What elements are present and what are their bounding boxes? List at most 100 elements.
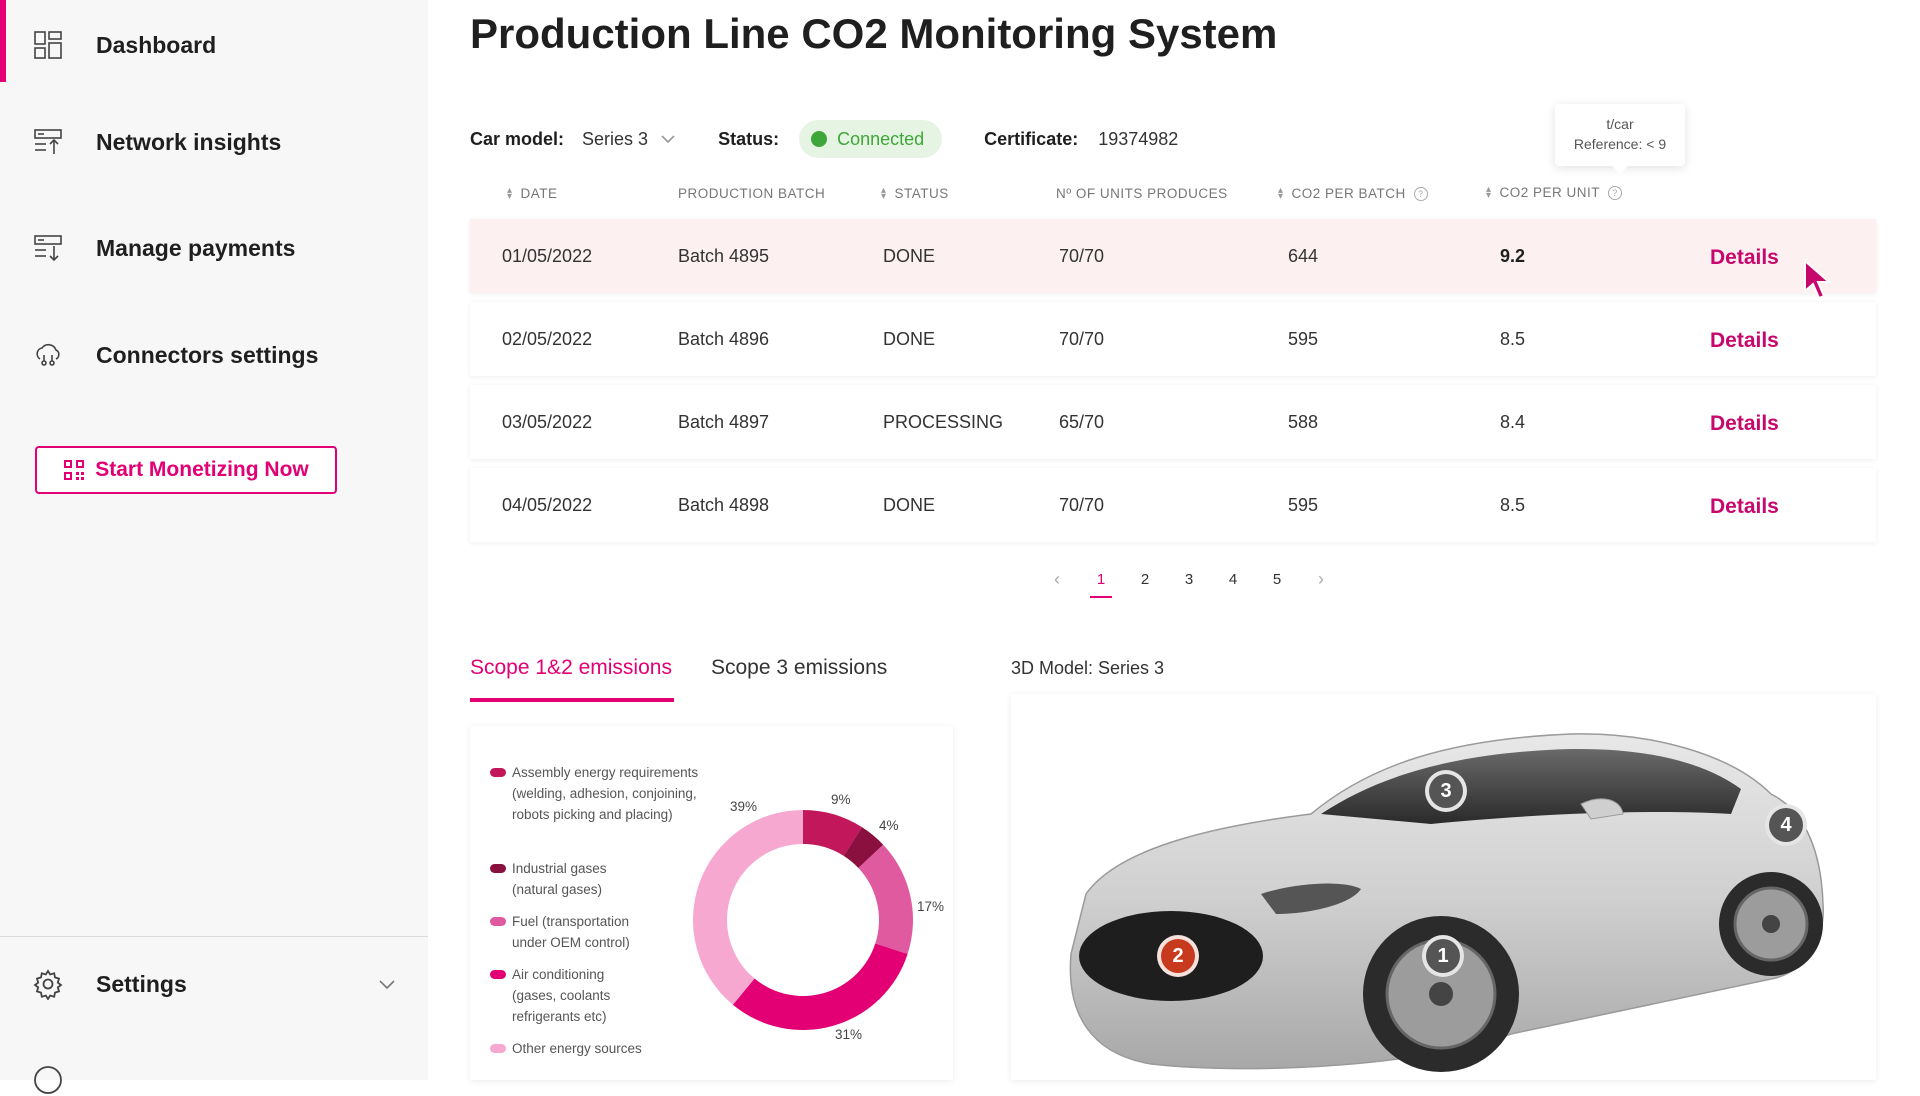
status-value: Connected [837, 128, 925, 149]
sidebar: Dashboard Network insights Manage paymen… [0, 0, 428, 1094]
details-link[interactable]: Details [1710, 246, 1779, 269]
column-header-co2-unit[interactable]: ▴ ▾ CO2 PER UNIT? [1486, 183, 1623, 201]
car-marker-2[interactable]: 2 [1157, 935, 1199, 977]
certificate-label: Certificate: [984, 128, 1079, 149]
sidebar-divider [0, 936, 428, 937]
mouse-cursor-icon [1804, 258, 1832, 300]
info-icon[interactable]: ? [1608, 185, 1623, 200]
page-4[interactable]: 4 [1228, 570, 1238, 588]
cell-batch: Batch 4896 [678, 328, 770, 349]
cell-status: PROCESSING [883, 411, 1004, 432]
tab-scope-1-2[interactable]: Scope 1&2 emissions [470, 656, 672, 679]
column-header-label: Nº OF UNITS PRODUCES [1056, 186, 1228, 201]
sidebar-item-label: Manage payments [96, 234, 296, 261]
help-icon[interactable] [32, 1064, 64, 1096]
column-header-label: PRODUCTION BATCH [678, 186, 826, 201]
sidebar-item-label: Dashboard [96, 31, 217, 58]
chevron-down-icon[interactable] [378, 978, 396, 990]
donut-segment-4 [693, 810, 803, 1005]
active-nav-indicator [0, 0, 6, 82]
donut-segment-1 [843, 827, 884, 868]
payments-icon [34, 235, 62, 262]
details-link[interactable]: Details [1710, 329, 1779, 352]
tooltip-unit: t/car [1606, 116, 1634, 132]
next-page-icon[interactable]: › [1318, 568, 1324, 589]
cell-co2-batch: 595 [1288, 328, 1319, 349]
column-header-label: DATE [520, 186, 558, 201]
legend-swatch [490, 768, 506, 777]
cell-units: 70/70 [1059, 328, 1105, 349]
details-link[interactable]: Details [1710, 412, 1779, 435]
legend-label: Fuel (transportation under OEM control) [512, 914, 630, 950]
co2-unit-tooltip: t/car Reference: < 9 [1555, 104, 1685, 174]
column-header-batch: PRODUCTION BATCH [678, 186, 825, 201]
start-monetizing-button[interactable]: Start Monetizing Now [35, 446, 337, 494]
dashboard-icon [34, 31, 62, 59]
page-2[interactable]: 2 [1140, 570, 1150, 588]
page-1[interactable]: 1 [1079, 571, 1123, 598]
column-header-status[interactable]: ▴ ▾ STATUS [881, 184, 949, 202]
legend-item: Fuel (transportation under OEM control) [490, 911, 660, 953]
cell-date: 02/05/2022 [502, 328, 593, 349]
pct-label-assembly: 9% [831, 792, 851, 807]
sidebar-item-settings[interactable]: Settings [0, 939, 428, 1029]
model-title: 3D Model: Series 3 [1011, 658, 1165, 678]
cell-batch: Batch 4898 [678, 494, 770, 515]
cell-co2-batch: 588 [1288, 411, 1319, 432]
sort-icon: ▴ ▾ [881, 184, 887, 202]
pct-label-air-conditioning: 31% [835, 1027, 863, 1042]
pct-label-other: 39% [730, 799, 758, 814]
sidebar-item-manage-payments[interactable]: Manage payments [0, 203, 428, 293]
donut-segment-2 [858, 844, 913, 954]
car-model-select[interactable]: Series 3 [582, 129, 676, 150]
table-row[interactable]: 04/05/2022 Batch 4898 DONE 70/70 595 8.5… [470, 468, 1876, 542]
car-marker-1[interactable]: 1 [1422, 935, 1464, 977]
tooltip-reference: Reference: < 9 [1573, 136, 1667, 152]
donut-segment-0 [803, 810, 862, 856]
donut-segment-3 [732, 943, 908, 1030]
sidebar-item-dashboard[interactable]: Dashboard [0, 0, 428, 90]
status-dot-icon [811, 131, 828, 147]
prev-page-icon[interactable]: ‹ [1054, 568, 1060, 589]
column-header-date[interactable]: ▴ ▾ DATE [507, 185, 558, 201]
table-row[interactable]: 02/05/2022 Batch 4896 DONE 70/70 595 8.5… [470, 302, 1876, 376]
status-label: Status: [718, 128, 780, 149]
sidebar-item-network-insights[interactable]: Network insights [0, 97, 428, 187]
page-3[interactable]: 3 [1184, 570, 1194, 588]
sidebar-item-connectors-settings[interactable]: Connectors settings [0, 310, 428, 400]
sidebar-item-label: Settings [96, 970, 187, 997]
cloud-connector-icon [36, 343, 60, 366]
column-header-label: CO2 PER BATCH [1291, 186, 1406, 201]
info-icon[interactable]: ? [1413, 186, 1428, 201]
car-marker-3[interactable]: 3 [1425, 770, 1467, 812]
cell-date: 01/05/2022 [502, 245, 593, 266]
tab-scope-3[interactable]: Scope 3 emissions [711, 656, 888, 679]
cell-units: 65/70 [1059, 411, 1105, 432]
legend-label: Industrial gases (natural gases) [512, 861, 607, 897]
legend-label: Other energy sources [512, 1041, 642, 1056]
column-header-label: STATUS [894, 186, 949, 201]
table-row[interactable]: 03/05/2022 Batch 4897 PROCESSING 65/70 5… [470, 385, 1876, 459]
sort-icon: ▴ ▾ [1278, 184, 1284, 202]
car-marker-4[interactable]: 4 [1765, 804, 1807, 846]
sort-icon: ▴ ▾ [1486, 183, 1492, 201]
page-5[interactable]: 5 [1272, 570, 1282, 588]
table-row[interactable]: 01/05/2022 Batch 4895 DONE 70/70 644 9.2… [470, 219, 1876, 293]
car-3d-model-card: 1 2 3 4 [1011, 694, 1876, 1080]
column-header-co2-batch[interactable]: ▴ ▾ CO2 PER BATCH? [1278, 184, 1428, 202]
pagination: ‹ 1 2 3 4 5 › [1035, 564, 1343, 598]
details-link[interactable]: Details [1710, 495, 1779, 518]
certificate-value: 19374982 [1098, 128, 1179, 149]
page-title: Production Line CO2 Monitoring System [470, 10, 1278, 57]
legend-item: Assembly energy requirements (welding, a… [490, 762, 705, 825]
car-model-label: Car model: [470, 128, 565, 149]
cell-batch: Batch 4895 [678, 245, 770, 266]
sidebar-item-label: Network insights [96, 128, 282, 155]
cell-co2-batch: 644 [1288, 245, 1319, 266]
cell-status: DONE [883, 328, 936, 349]
cell-units: 70/70 [1059, 245, 1105, 266]
start-monetizing-label: Start Monetizing Now [95, 458, 309, 481]
chevron-down-icon [661, 135, 675, 144]
car-illustration [1069, 733, 1824, 1072]
emissions-donut-chart [693, 810, 913, 1030]
